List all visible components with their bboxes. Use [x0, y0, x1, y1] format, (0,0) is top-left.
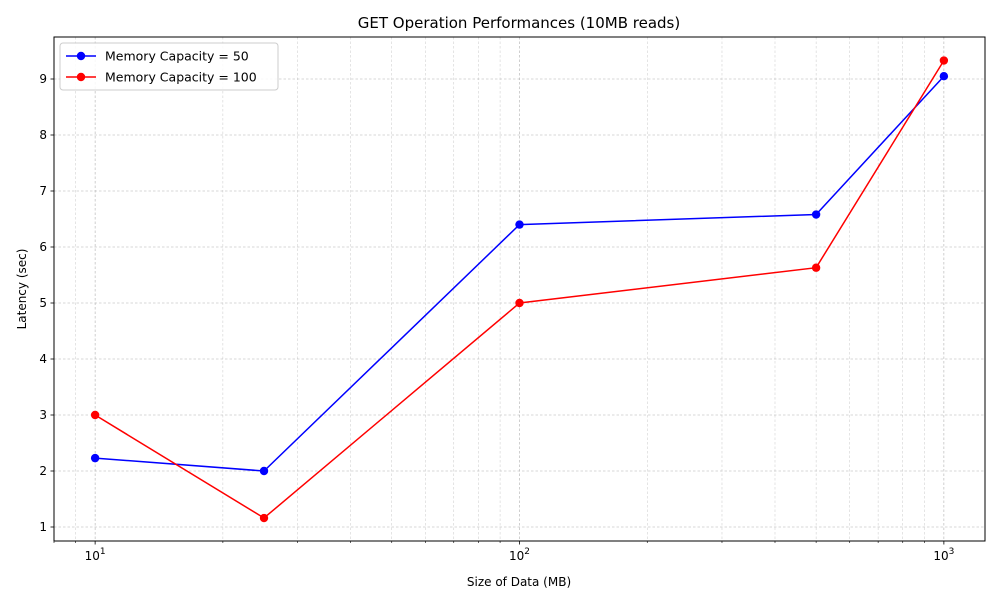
series-2-point — [259, 513, 269, 523]
series-1-point — [811, 210, 821, 219]
y-tick-label: 1 — [39, 520, 47, 534]
y-tick-label: 9 — [39, 72, 47, 86]
y-tick-label: 7 — [39, 184, 47, 198]
x-tick-label: 103 — [933, 547, 954, 563]
legend-swatch-marker — [76, 51, 86, 61]
series-1-point — [90, 453, 100, 463]
series-2-point — [515, 298, 524, 308]
y-tick-label: 8 — [39, 128, 47, 142]
legend-box — [59, 42, 279, 91]
series-1-point — [939, 72, 949, 81]
y-axis-ticks: 1 2 3 4 5 6 7 8 9 — [39, 72, 54, 534]
series-2-point — [811, 263, 821, 272]
legend: Memory Capacity = 50 Memory Capacity = 10… — [59, 42, 279, 91]
x-axis-title: Size of Data (MB) — [467, 575, 571, 589]
x-tick-label: 102 — [509, 547, 530, 563]
y-tick-label: 2 — [39, 464, 47, 478]
chart-title: GET Operation Performances (10MB reads) — [358, 14, 680, 32]
series-layer — [90, 56, 949, 523]
y-tick-label: 3 — [39, 408, 47, 422]
y-tick-label: 4 — [39, 352, 47, 366]
x-tick-label: 101 — [85, 547, 106, 563]
series-2-point — [90, 410, 100, 420]
x-axis-ticks: 101 102 103 — [53, 541, 954, 563]
legend-label: Memory Capacity = 50 — [105, 49, 249, 64]
series-1-point — [515, 220, 524, 229]
y-tick-label: 5 — [39, 296, 47, 310]
legend-label: Memory Capacity = 100 — [105, 70, 257, 85]
y-axis-title: Latency (sec) — [15, 249, 29, 330]
legend-swatch-marker — [76, 72, 86, 82]
y-tick-label: 6 — [39, 240, 47, 254]
series-1-point — [259, 466, 269, 476]
series-2-point — [939, 56, 949, 65]
